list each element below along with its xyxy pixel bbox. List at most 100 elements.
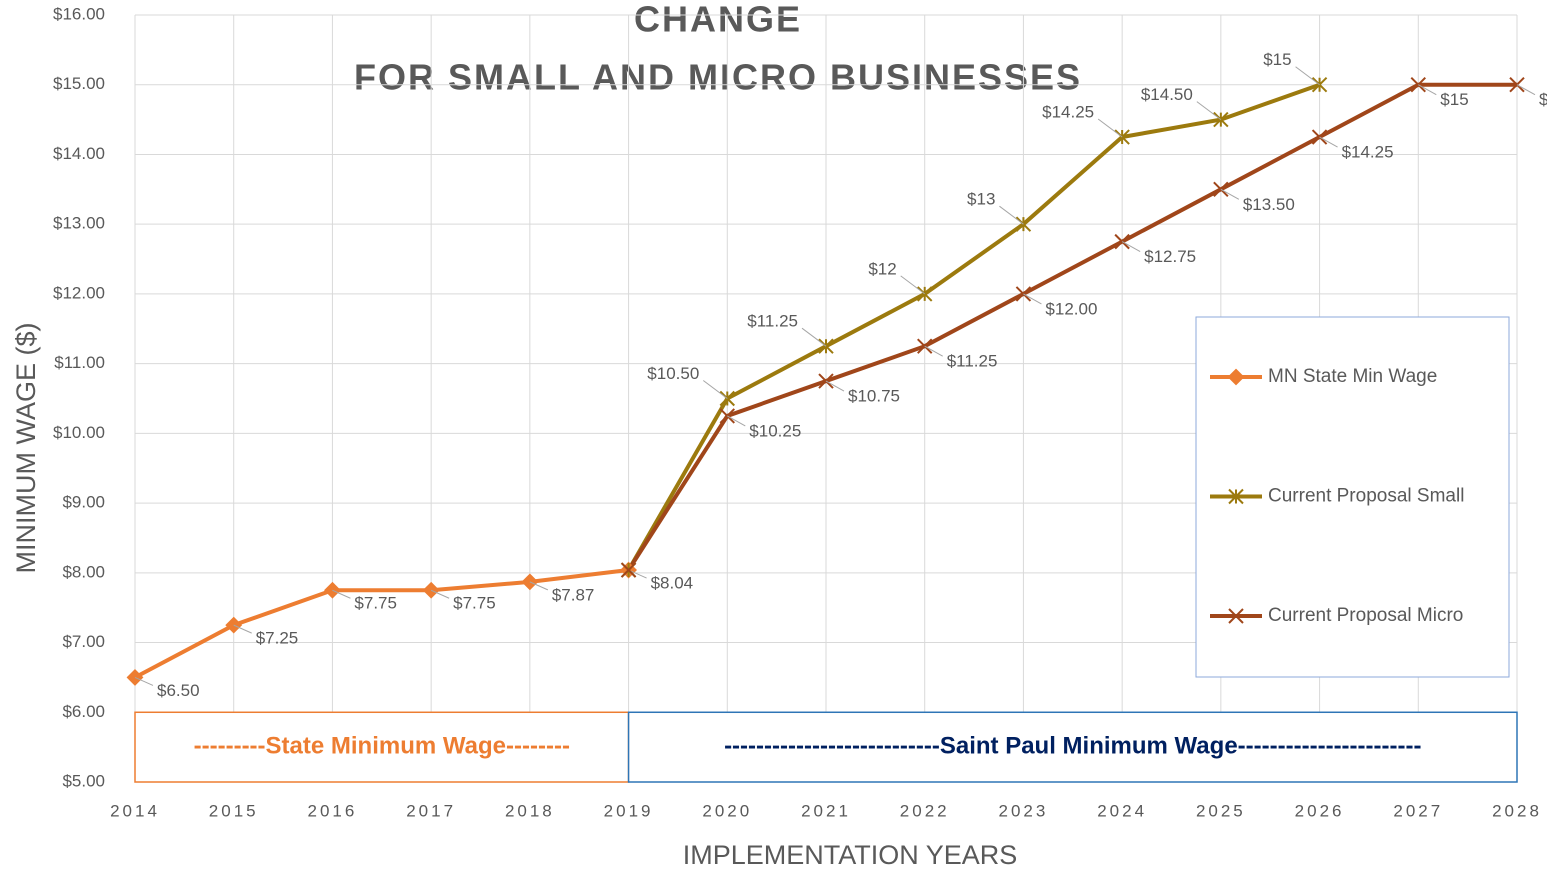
x-tick-label: 2016 [308, 801, 358, 820]
x-tick-label: 2022 [900, 801, 950, 820]
x-tick-label: 2017 [406, 801, 456, 820]
leader-line [825, 380, 845, 392]
data-label: $15 [1263, 50, 1291, 69]
leader-line [727, 415, 746, 427]
data-label: $7.75 [354, 594, 397, 613]
data-label: $14.25 [1342, 143, 1394, 162]
data-label: $11.25 [947, 352, 998, 371]
data-label: $15 [1539, 90, 1547, 109]
marker [225, 616, 243, 634]
y-tick-label: $16.00 [53, 4, 105, 23]
legend: MN State Min Wage Current Proposal Small C… [1195, 316, 1510, 678]
marker [719, 390, 735, 407]
leader-line [1295, 66, 1320, 86]
data-label: $11.25 [747, 312, 798, 331]
x-tick-label: 2024 [1097, 801, 1147, 820]
leader-line [134, 676, 154, 686]
leader-line [1418, 84, 1437, 96]
marker [818, 373, 834, 389]
x-tick-label: 2021 [801, 801, 851, 820]
marker [1015, 216, 1032, 232]
leader-line [1023, 293, 1042, 305]
leader-line [924, 345, 943, 357]
data-label: $6.50 [157, 681, 200, 700]
x-tick-label: 2019 [604, 801, 654, 820]
x-axis-label: IMPLEMENTATION YEARS [683, 840, 1018, 870]
data-label: $12.00 [1045, 299, 1097, 318]
leader-line [332, 589, 351, 599]
marker [620, 562, 637, 578]
x-tick-label: 2028 [1492, 801, 1542, 820]
marker [1228, 608, 1244, 624]
marker [1227, 368, 1245, 386]
leader-line [900, 275, 926, 295]
region-box [627, 711, 1518, 783]
leader-line [702, 380, 728, 399]
data-label: $8.04 [651, 574, 694, 593]
x-tick-label: 2014 [110, 801, 160, 820]
leader-line [1516, 84, 1536, 96]
series-line [626, 82, 1517, 572]
y-tick-label: $8.00 [62, 562, 105, 581]
x-tick-label: 2027 [1393, 801, 1443, 820]
marker [1311, 129, 1328, 145]
data-label: $10.75 [848, 387, 900, 406]
data-label: $15 [1440, 90, 1468, 109]
marker [1228, 488, 1244, 505]
y-tick-label: $7.00 [62, 632, 105, 651]
legend-label: MN State Min Wage [1268, 366, 1437, 387]
leader-line [430, 589, 450, 599]
legend-label: Current Proposal Micro [1268, 605, 1463, 626]
leader-line [1097, 118, 1123, 138]
region-label: ---------State Minimum Wage-------- [194, 732, 570, 759]
data-label: $7.75 [453, 594, 496, 613]
chart-title: CHANGE [634, 0, 802, 40]
data-label: $10.50 [647, 364, 699, 383]
x-tick-label: 2025 [1196, 801, 1246, 820]
data-label: $14.25 [1042, 103, 1094, 122]
data-label: $10.25 [749, 421, 801, 440]
series-line [134, 568, 629, 680]
x-tick-label: 2018 [505, 801, 555, 820]
marker [1114, 233, 1130, 250]
y-axis-label: MINIMUM WAGE ($) [11, 323, 41, 574]
y-tick-label: $13.00 [53, 214, 105, 233]
y-tick-label: $14.00 [53, 144, 105, 163]
y-tick-label: $9.00 [62, 493, 105, 512]
region-label: ---------------------------Saint Paul Mi… [724, 732, 1421, 759]
y-tick-label: $5.00 [62, 771, 105, 790]
marker [126, 668, 144, 686]
marker [818, 338, 834, 354]
leader-line [1319, 136, 1338, 148]
data-label: $7.87 [552, 585, 595, 604]
x-tick-label: 2026 [1295, 801, 1345, 820]
data-label: $12 [868, 259, 896, 278]
data-label: $14.50 [1141, 85, 1193, 104]
leader-line [801, 327, 827, 347]
y-tick-label: $12.00 [53, 283, 105, 302]
y-tick-label: $10.00 [53, 423, 105, 442]
data-label: $13 [967, 190, 995, 209]
leader-line [529, 581, 549, 591]
y-tick-label: $11.00 [54, 353, 105, 372]
y-tick-label: $15.00 [53, 74, 105, 93]
marker [1213, 111, 1229, 128]
x-tick-label: 2023 [999, 801, 1049, 820]
data-label: $13.50 [1243, 195, 1295, 214]
legend-label: Current Proposal Small [1268, 486, 1464, 507]
leader-line [1196, 101, 1222, 120]
series-line [626, 82, 1321, 572]
leader-line [233, 624, 252, 634]
leader-line [628, 569, 647, 579]
marker [917, 338, 933, 354]
x-tick-label: 2015 [209, 801, 259, 820]
marker [521, 573, 539, 591]
data-label: $7.25 [256, 629, 299, 648]
leader-line [1220, 188, 1240, 200]
y-tick-label: $6.00 [62, 702, 105, 721]
chart-title: FOR SMALL AND MICRO BUSINESSES [354, 57, 1082, 98]
leader-line [1121, 241, 1141, 253]
data-label: $12.75 [1144, 247, 1196, 266]
